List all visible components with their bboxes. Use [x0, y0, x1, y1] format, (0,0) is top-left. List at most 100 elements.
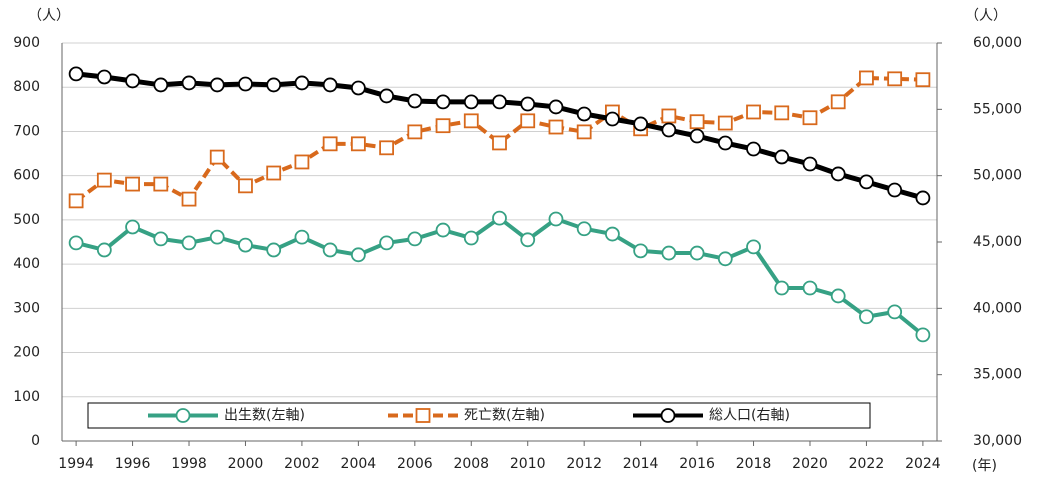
x-tick-label: 2000: [228, 456, 264, 472]
marker: [548, 119, 564, 135]
marker: [774, 149, 790, 165]
y2-unit-label: （人）: [965, 8, 1007, 24]
marker: [915, 190, 931, 206]
marker: [520, 113, 536, 129]
x-unit-label: (年): [972, 458, 997, 474]
marker: [350, 80, 366, 96]
marker: [746, 141, 761, 157]
marker: [294, 75, 310, 91]
marker: [548, 211, 564, 227]
marker: [576, 221, 592, 237]
x-tick-label: 2014: [623, 456, 659, 472]
marker: [181, 75, 197, 91]
marker: [350, 136, 366, 152]
y-tick-label: 900: [13, 35, 40, 51]
x-tick-label: 2024: [905, 456, 941, 472]
x-tick-label: 2010: [510, 456, 546, 472]
marker: [576, 124, 592, 140]
marker: [661, 245, 677, 261]
marker: [322, 242, 338, 258]
legend-label: 死亡数(左軸): [464, 408, 545, 424]
marker: [463, 94, 479, 110]
marker: [661, 108, 677, 124]
marker: [209, 229, 225, 245]
marker: [125, 176, 140, 192]
marker: [238, 76, 253, 92]
y-tick-label: 800: [13, 79, 40, 95]
marker: [322, 136, 338, 152]
marker: [238, 178, 253, 194]
x-tick-label: 2022: [849, 456, 885, 472]
marker: [96, 69, 112, 85]
x-tick-label: 1994: [58, 456, 94, 472]
marker: [717, 135, 733, 151]
marker: [266, 242, 282, 258]
legend-marker: [415, 408, 431, 423]
marker: [96, 172, 112, 188]
legend-box: [87, 402, 871, 429]
marker: [605, 111, 620, 127]
marker: [830, 288, 846, 304]
marker: [407, 124, 423, 140]
y-tick-label: 100: [13, 389, 40, 405]
marker: [689, 114, 705, 130]
marker: [379, 88, 394, 104]
marker: [859, 70, 874, 86]
y2-tick-label: 40,000: [973, 300, 1022, 316]
y-tick-label: 0: [31, 433, 40, 449]
marker: [774, 105, 790, 121]
marker: [633, 243, 649, 259]
x-tick-label: 2020: [792, 456, 828, 472]
marker: [887, 304, 903, 320]
y2-tick-label: 60,000: [973, 35, 1022, 51]
marker: [68, 235, 84, 251]
marker: [576, 106, 592, 122]
y2-tick-label: 55,000: [973, 101, 1022, 117]
x-tick-label: 2004: [341, 456, 377, 472]
marker: [181, 191, 197, 207]
y-unit-label: （人）: [28, 8, 70, 24]
marker: [379, 235, 394, 251]
legend-label: 総人口(右軸): [709, 408, 790, 424]
marker: [96, 242, 112, 258]
marker: [181, 235, 197, 251]
x-tick-label: 2016: [679, 456, 715, 472]
marker: [68, 193, 84, 209]
marker: [68, 66, 84, 82]
marker: [407, 231, 423, 247]
marker: [266, 77, 282, 93]
y2-tick-label: 30,000: [973, 433, 1022, 449]
marker: [209, 149, 225, 165]
y2-tick-label: 50,000: [973, 168, 1022, 184]
x-tick-label: 2002: [284, 456, 320, 472]
y-tick-label: 400: [13, 256, 40, 272]
series-line: [75, 215, 925, 337]
marker: [435, 94, 451, 110]
marker: [463, 230, 479, 246]
marker: [435, 118, 451, 134]
marker: [379, 140, 394, 156]
x-tick-label: 1998: [171, 456, 207, 472]
marker: [153, 77, 169, 93]
marker: [238, 237, 253, 253]
marker: [746, 239, 761, 255]
x-tick-label: 2008: [453, 456, 489, 472]
y-tick-label: 700: [13, 123, 40, 139]
marker: [802, 110, 818, 126]
y-tick-label: 200: [13, 345, 40, 361]
marker: [633, 116, 649, 132]
marker: [407, 93, 423, 109]
x-tick-label: 2018: [736, 456, 772, 472]
marker: [802, 156, 818, 172]
marker: [859, 309, 874, 325]
marker: [661, 122, 677, 138]
marker: [153, 176, 169, 192]
marker: [915, 327, 931, 343]
y2-tick-label: 45,000: [973, 234, 1022, 250]
marker: [802, 280, 818, 296]
marker: [294, 154, 310, 170]
y-tick-label: 300: [13, 300, 40, 316]
marker: [520, 96, 536, 112]
marker: [463, 113, 479, 129]
